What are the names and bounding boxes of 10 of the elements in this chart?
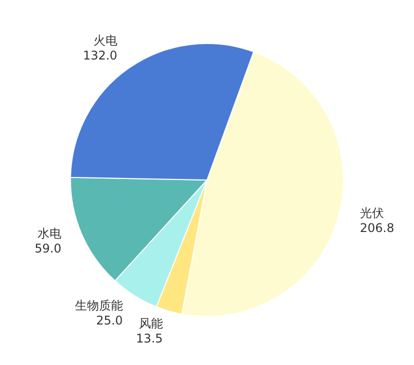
slice-label: 生物质能 xyxy=(74,298,123,312)
slice-label: 火电 xyxy=(93,33,118,48)
slice-label: 光伏 xyxy=(360,206,384,220)
slice-label: 风能 xyxy=(138,316,163,330)
data-label: 13.5 xyxy=(136,331,163,346)
data-label: 206.8 xyxy=(360,220,394,235)
data-label: 25.0 xyxy=(96,313,123,328)
data-label: 59.0 xyxy=(34,242,62,256)
slice-label: 水电 xyxy=(37,226,62,241)
data-label: 132.0 xyxy=(82,48,118,62)
